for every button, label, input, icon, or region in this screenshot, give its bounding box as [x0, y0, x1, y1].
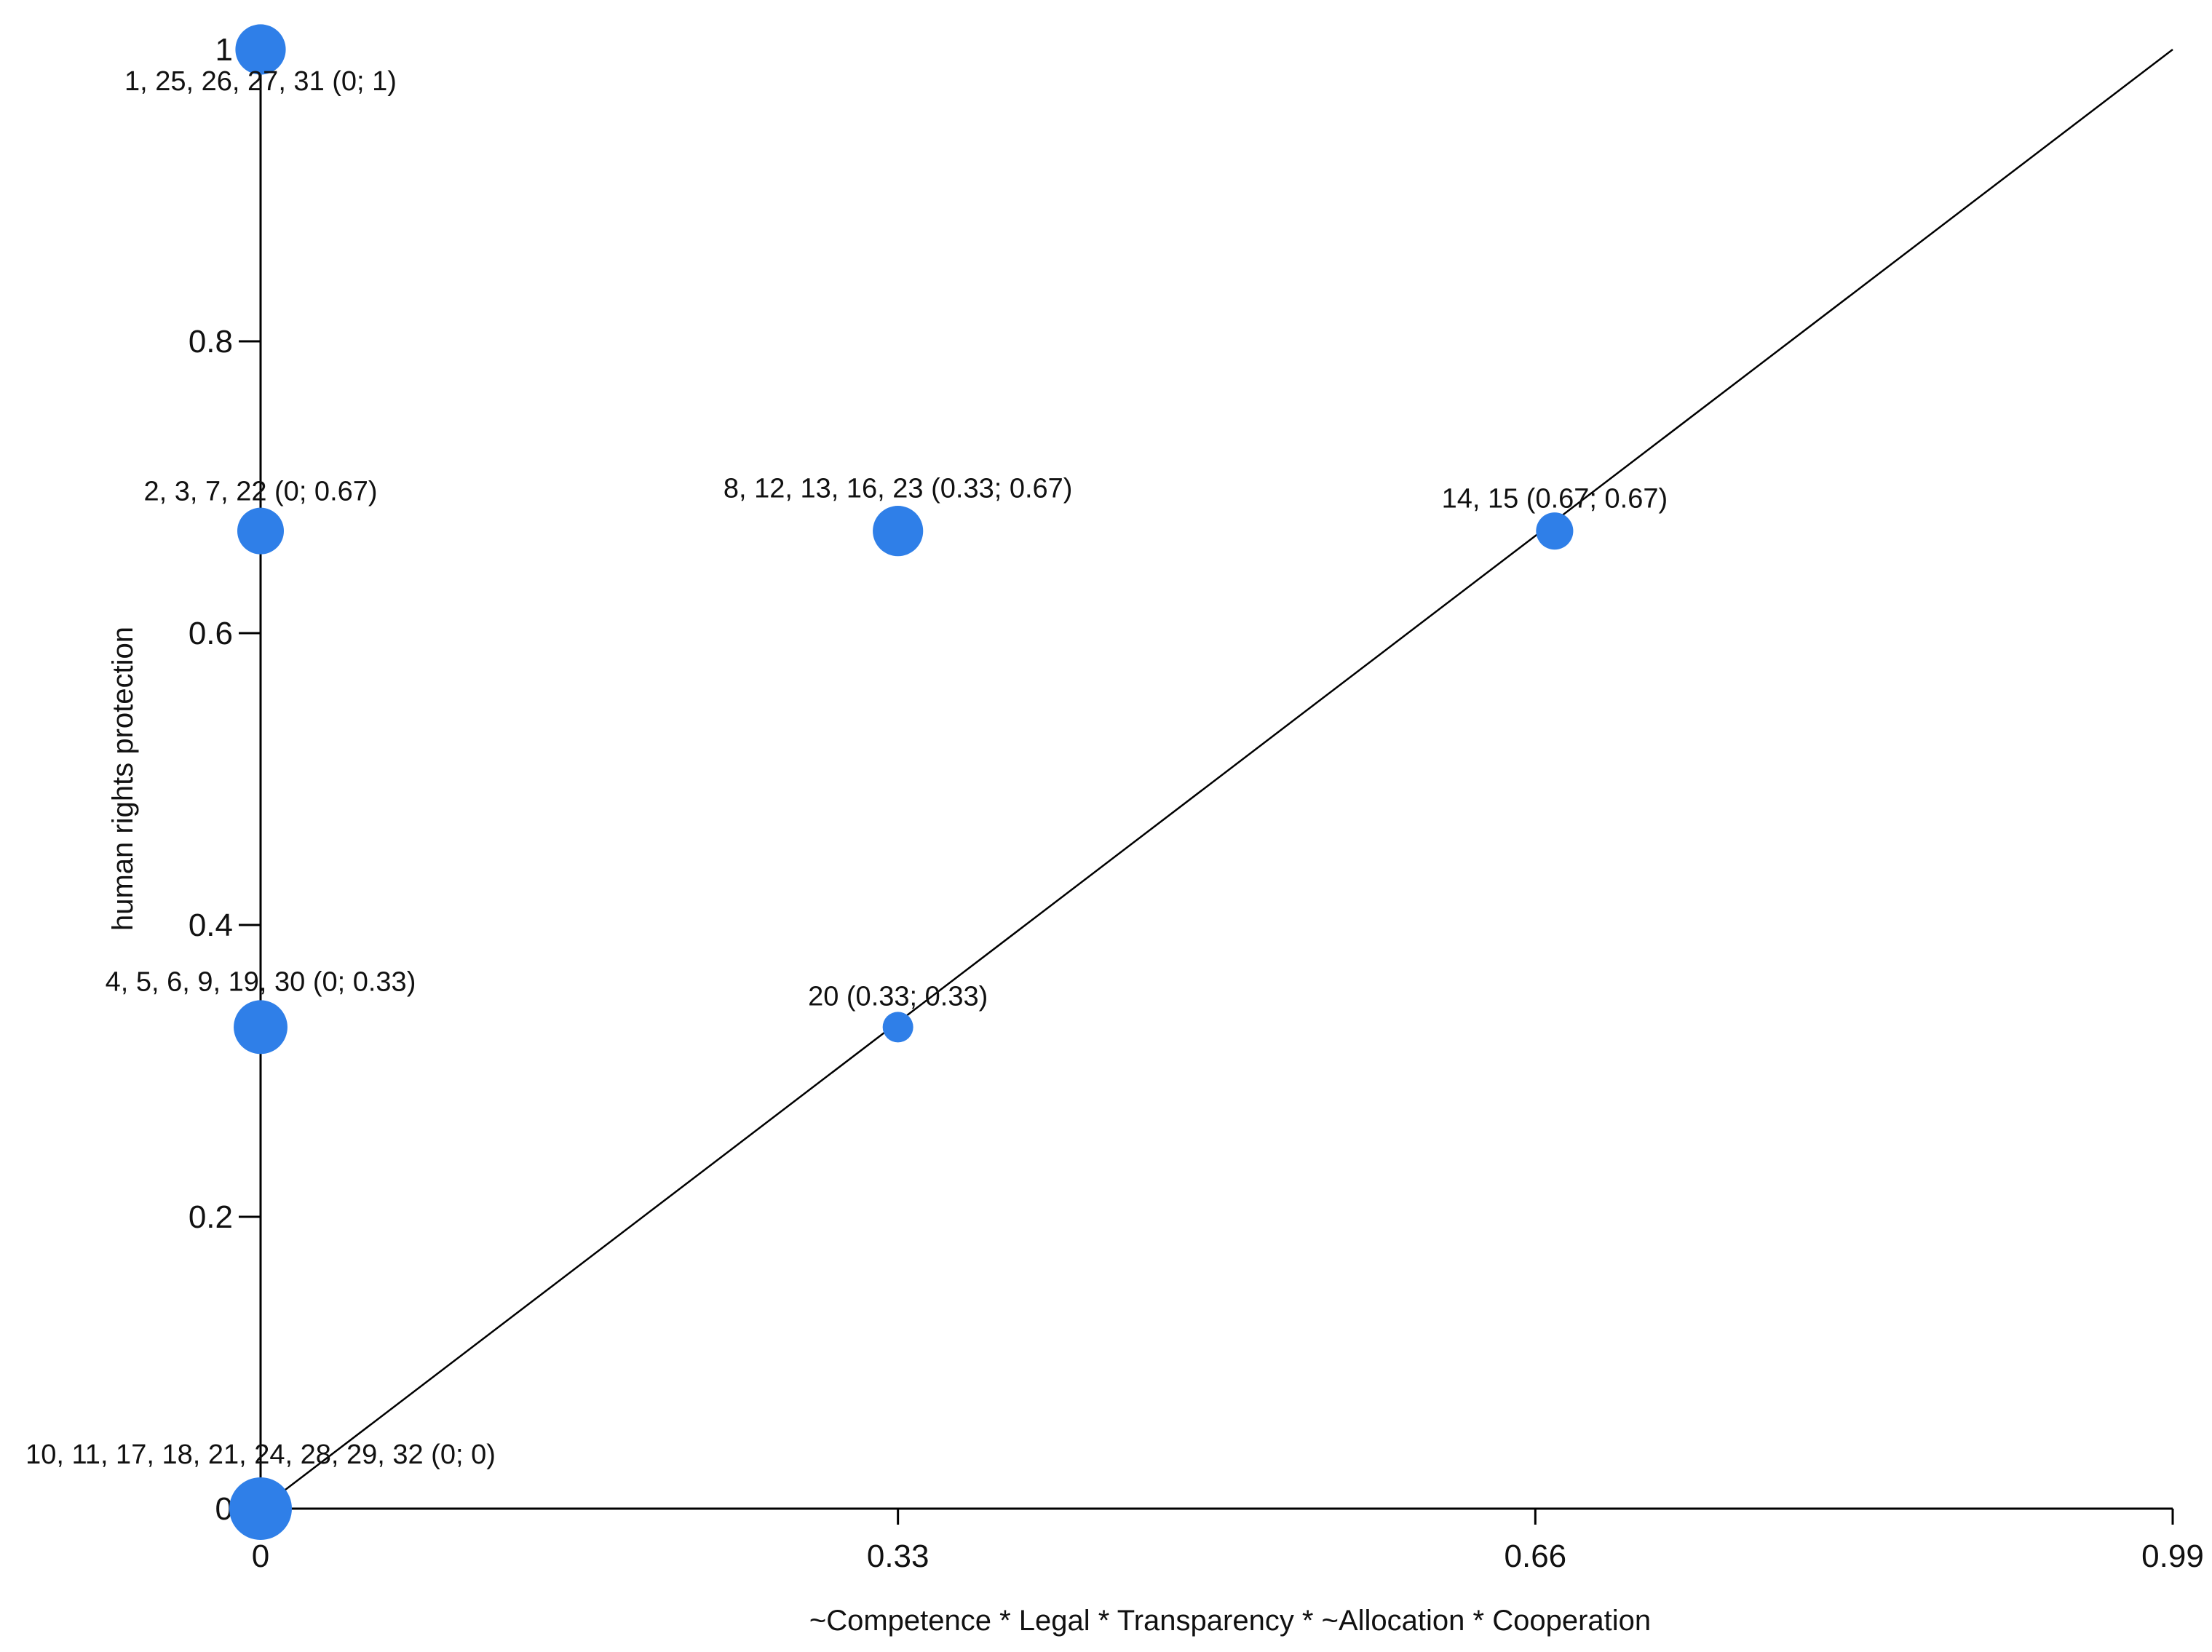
x-tick-label: 0.99: [2141, 1538, 2204, 1574]
y-tick-label: 0.8: [189, 324, 233, 360]
point-label: 1, 25, 26, 27, 31 (0; 1): [124, 66, 397, 97]
scatter-point: [873, 506, 924, 557]
y-tick-label: 0.6: [189, 616, 233, 651]
x-axis-title: ~Competence * Legal * Transparency * ~Al…: [809, 1605, 1651, 1637]
x-tick-label: 0.66: [1505, 1538, 1567, 1574]
y-axis-title: human rights protection: [107, 627, 139, 931]
y-tick-label: 1: [215, 32, 233, 68]
point-label: 2, 3, 7, 22 (0; 0.67): [143, 477, 377, 507]
scatter-point: [229, 1477, 292, 1540]
scatter-point: [1536, 512, 1574, 550]
scatter-point: [882, 1012, 913, 1043]
point-label: 20 (0.33; 0.33): [808, 981, 988, 1012]
point-label: 4, 5, 6, 9, 19, 30 (0; 0.33): [106, 966, 416, 997]
x-tick-label: 0: [252, 1538, 269, 1574]
point-label: 14, 15 (0.67; 0.67): [1442, 484, 1668, 515]
scatter-point: [234, 1000, 288, 1055]
point-label: 10, 11, 17, 18, 21, 24, 28, 29, 32 (0; 0…: [25, 1439, 496, 1470]
y-tick-label: 0.2: [189, 1199, 233, 1235]
x-tick-label: 0.33: [867, 1538, 929, 1574]
scatter-point: [237, 507, 284, 555]
y-tick-label: 0.4: [189, 908, 233, 943]
diagonal-line: [260, 49, 2173, 1509]
point-labels: 1, 25, 26, 27, 31 (0; 1) 2, 3, 7, 22 (0; …: [25, 66, 1668, 1470]
data-points: [229, 24, 1574, 1540]
diagonal-reference: [260, 49, 2173, 1509]
scatter-point: [235, 24, 286, 75]
point-label: 8, 12, 13, 16, 23 (0.33; 0.67): [724, 474, 1073, 504]
